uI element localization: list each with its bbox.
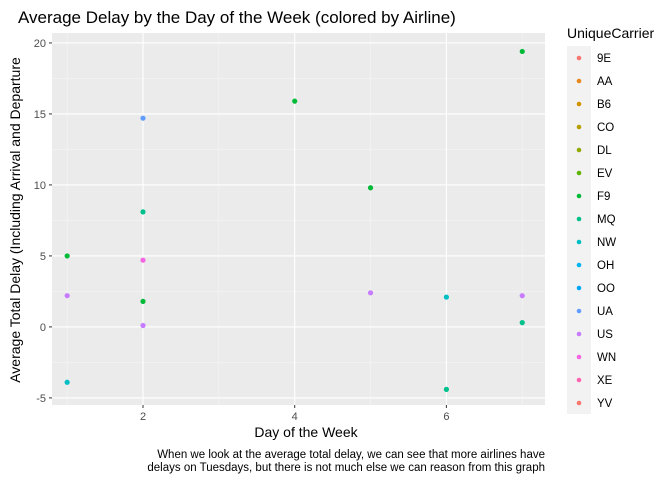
legend-label: OO bbox=[597, 283, 615, 295]
legend-label: XE bbox=[597, 375, 613, 387]
legend-title: UniqueCarrier bbox=[567, 25, 654, 41]
chart-title: Average Delay by the Day of the Week (co… bbox=[18, 8, 456, 27]
data-point bbox=[64, 293, 70, 299]
data-point bbox=[292, 98, 298, 104]
legend-label: DL bbox=[597, 145, 612, 157]
data-point bbox=[443, 294, 449, 300]
legend-label: B6 bbox=[597, 99, 611, 111]
x-axis-title: Day of the Week bbox=[254, 424, 358, 440]
data-point bbox=[519, 293, 525, 299]
legend-label: CO bbox=[597, 122, 614, 134]
y-tick-label: 15 bbox=[34, 109, 46, 121]
x-tick-label: 2 bbox=[140, 411, 146, 423]
plot-panel bbox=[52, 33, 545, 405]
legend-label: WN bbox=[597, 352, 616, 364]
legend-key-background bbox=[567, 46, 591, 414]
legend-label: AA bbox=[597, 76, 613, 88]
legend-key bbox=[576, 78, 582, 84]
legend-key bbox=[576, 193, 582, 199]
x-tick-label: 4 bbox=[292, 411, 298, 423]
legend-label: EV bbox=[597, 168, 613, 180]
legend-key bbox=[576, 55, 582, 61]
legend-key bbox=[576, 331, 582, 337]
data-point bbox=[140, 322, 146, 329]
y-axis-ticks: -5 0 5 10 15 20 bbox=[34, 38, 52, 405]
data-point bbox=[140, 115, 146, 121]
legend-key bbox=[576, 147, 582, 153]
legend-key bbox=[576, 262, 582, 268]
legend-key bbox=[576, 101, 582, 107]
legend-label: US bbox=[597, 329, 613, 341]
data-point bbox=[519, 320, 525, 326]
legend-key bbox=[576, 124, 582, 130]
caption: When we look at the average total delay,… bbox=[147, 449, 545, 474]
x-axis-ticks: 2 4 6 bbox=[140, 405, 449, 423]
grid-minor bbox=[52, 33, 545, 405]
legend-label: 9E bbox=[597, 53, 611, 65]
data-point bbox=[367, 185, 374, 191]
caption-line-1: When we look at the average total delay,… bbox=[157, 449, 545, 461]
data-point bbox=[519, 48, 525, 55]
data-point bbox=[64, 253, 70, 259]
legend-label: MQ bbox=[597, 214, 616, 226]
legend-items: 9E AA B6 CO DL EV F9 MQ NW OH OO UA US WN XE YV bbox=[576, 53, 616, 410]
caption-line-2: delays on Tuesdays, but there is not muc… bbox=[147, 462, 545, 474]
legend: UniqueCarrier 9E AA B6 CO DL EV F9 MQ NW OH OO UA US… bbox=[567, 25, 654, 414]
data-point bbox=[140, 298, 146, 304]
legend-key bbox=[576, 354, 582, 360]
data-point bbox=[140, 257, 146, 263]
data-point bbox=[443, 386, 449, 392]
y-tick-label: 0 bbox=[40, 322, 46, 334]
data-point bbox=[367, 290, 374, 296]
legend-label: F9 bbox=[597, 191, 610, 203]
x-tick-label: 6 bbox=[443, 411, 449, 423]
legend-key bbox=[576, 377, 582, 383]
y-tick-label: -5 bbox=[36, 393, 46, 405]
y-tick-label: 5 bbox=[40, 251, 46, 263]
y-axis-title: Average Total Delay (Including Arrival a… bbox=[7, 57, 23, 383]
data-point bbox=[64, 379, 70, 385]
data-points bbox=[64, 48, 525, 392]
legend-label: UA bbox=[597, 306, 613, 318]
grid-major bbox=[52, 33, 545, 405]
legend-label: OH bbox=[597, 260, 614, 272]
legend-key bbox=[576, 170, 582, 176]
y-tick-label: 20 bbox=[34, 38, 46, 50]
legend-label: YV bbox=[597, 398, 613, 410]
legend-label: NW bbox=[597, 237, 616, 249]
legend-key bbox=[576, 308, 582, 314]
y-tick-label: 10 bbox=[34, 180, 46, 192]
legend-key bbox=[576, 216, 582, 222]
data-point bbox=[140, 209, 146, 215]
legend-key bbox=[576, 400, 582, 406]
legend-key bbox=[576, 285, 582, 291]
legend-key bbox=[576, 239, 582, 245]
